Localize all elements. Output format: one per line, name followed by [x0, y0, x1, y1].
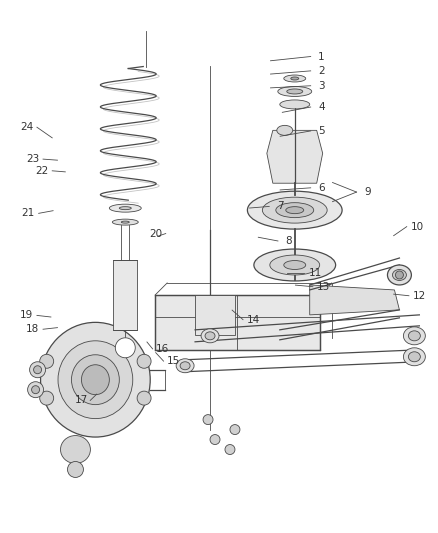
- Ellipse shape: [403, 327, 425, 345]
- Text: 24: 24: [20, 122, 34, 132]
- Ellipse shape: [286, 207, 304, 214]
- Text: 4: 4: [318, 102, 325, 112]
- Ellipse shape: [388, 265, 411, 285]
- Circle shape: [396, 271, 403, 279]
- Ellipse shape: [121, 221, 129, 223]
- Circle shape: [40, 354, 54, 368]
- Text: 22: 22: [35, 166, 49, 176]
- Text: 2: 2: [318, 66, 325, 76]
- Circle shape: [137, 354, 151, 368]
- Ellipse shape: [291, 77, 299, 80]
- Text: 18: 18: [26, 324, 39, 334]
- Text: 6: 6: [318, 183, 325, 193]
- Polygon shape: [310, 285, 399, 315]
- Bar: [113, 260, 137, 330]
- Ellipse shape: [41, 322, 150, 437]
- Ellipse shape: [284, 75, 306, 82]
- Text: 19: 19: [20, 310, 34, 320]
- Ellipse shape: [284, 261, 306, 270]
- Circle shape: [30, 362, 46, 378]
- Text: 12: 12: [413, 290, 427, 301]
- Ellipse shape: [112, 219, 138, 225]
- Ellipse shape: [262, 197, 327, 223]
- Ellipse shape: [276, 203, 314, 217]
- Ellipse shape: [254, 249, 336, 281]
- Text: 23: 23: [26, 154, 39, 164]
- Ellipse shape: [71, 355, 119, 405]
- Ellipse shape: [392, 270, 406, 280]
- Text: 9: 9: [364, 187, 371, 197]
- Bar: [195, 295, 235, 335]
- Bar: [155, 295, 320, 350]
- Text: 17: 17: [75, 395, 88, 406]
- Text: 11: 11: [308, 268, 321, 278]
- Circle shape: [203, 415, 213, 425]
- Text: 10: 10: [411, 222, 424, 232]
- Circle shape: [67, 462, 83, 478]
- Ellipse shape: [180, 362, 190, 370]
- Text: 3: 3: [318, 81, 325, 91]
- Ellipse shape: [408, 331, 420, 341]
- Text: 16: 16: [155, 344, 169, 354]
- Ellipse shape: [277, 125, 293, 135]
- Circle shape: [115, 338, 135, 358]
- Text: 15: 15: [166, 356, 180, 366]
- Ellipse shape: [201, 329, 219, 343]
- Circle shape: [225, 445, 235, 455]
- Circle shape: [230, 425, 240, 434]
- Text: 13: 13: [317, 282, 330, 292]
- Text: 14: 14: [247, 314, 261, 325]
- Text: 8: 8: [286, 236, 292, 246]
- Ellipse shape: [205, 332, 215, 340]
- Ellipse shape: [58, 341, 133, 418]
- Circle shape: [210, 434, 220, 445]
- Text: 21: 21: [21, 208, 35, 219]
- Circle shape: [34, 366, 42, 374]
- Ellipse shape: [119, 207, 131, 209]
- Ellipse shape: [270, 255, 320, 275]
- Text: 20: 20: [149, 229, 162, 239]
- Text: 7: 7: [277, 201, 283, 212]
- Circle shape: [32, 386, 39, 394]
- Ellipse shape: [280, 100, 310, 109]
- Ellipse shape: [403, 348, 425, 366]
- Ellipse shape: [176, 359, 194, 373]
- Ellipse shape: [278, 86, 312, 96]
- Text: 1: 1: [318, 52, 325, 61]
- Ellipse shape: [110, 204, 141, 212]
- Circle shape: [40, 391, 54, 405]
- Ellipse shape: [81, 365, 110, 394]
- Text: 5: 5: [318, 126, 325, 136]
- Ellipse shape: [408, 352, 420, 362]
- Ellipse shape: [287, 89, 303, 94]
- Ellipse shape: [247, 191, 342, 229]
- Polygon shape: [267, 131, 323, 183]
- Circle shape: [137, 391, 151, 405]
- Ellipse shape: [60, 435, 90, 464]
- Circle shape: [28, 382, 43, 398]
